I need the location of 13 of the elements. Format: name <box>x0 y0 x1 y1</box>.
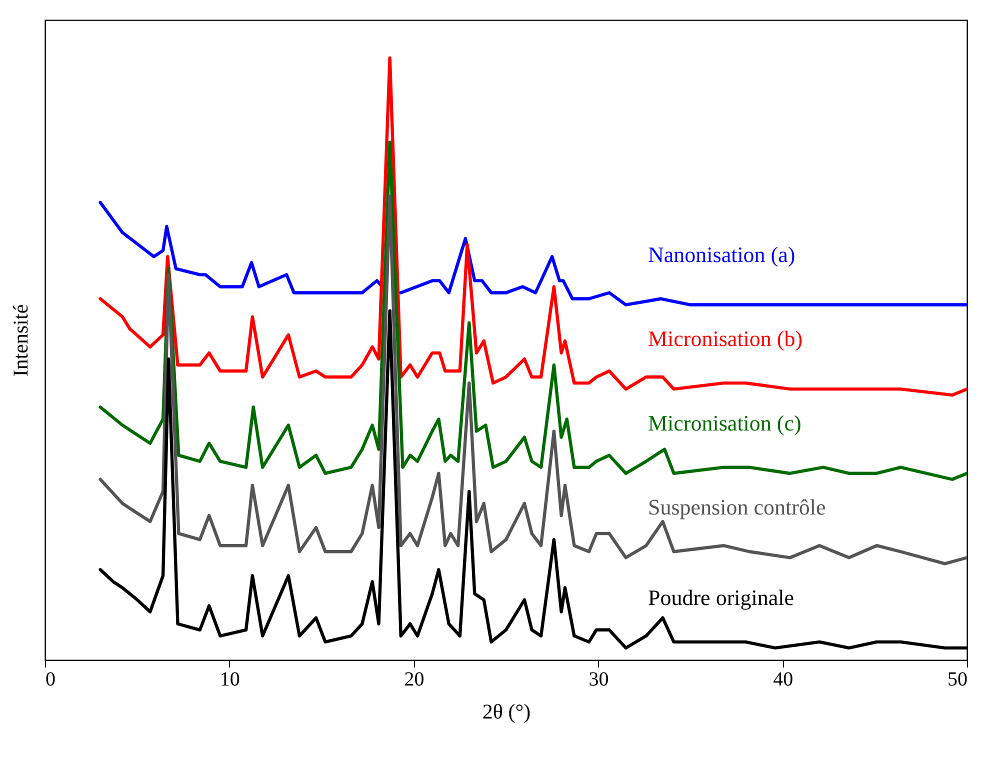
y-axis-title: Intensité <box>8 304 32 377</box>
series-label: Micronisation (c) <box>648 410 802 436</box>
x-tick-label: 40 <box>773 668 794 690</box>
x-axis-title: 2θ (°) <box>482 700 531 724</box>
x-tick-label: 20 <box>404 668 424 690</box>
x-tick-label: 10 <box>220 668 240 690</box>
x-tick-label: 50 <box>948 668 968 690</box>
series-label: Micronisation (b) <box>648 326 803 352</box>
x-tick-label: 30 <box>588 668 609 690</box>
series-label: Nanonisation (a) <box>648 242 796 267</box>
series-label: Suspension contrôle <box>648 494 826 520</box>
series-label: Poudre originale <box>648 584 794 610</box>
x-tick-label: 0 <box>46 668 56 690</box>
